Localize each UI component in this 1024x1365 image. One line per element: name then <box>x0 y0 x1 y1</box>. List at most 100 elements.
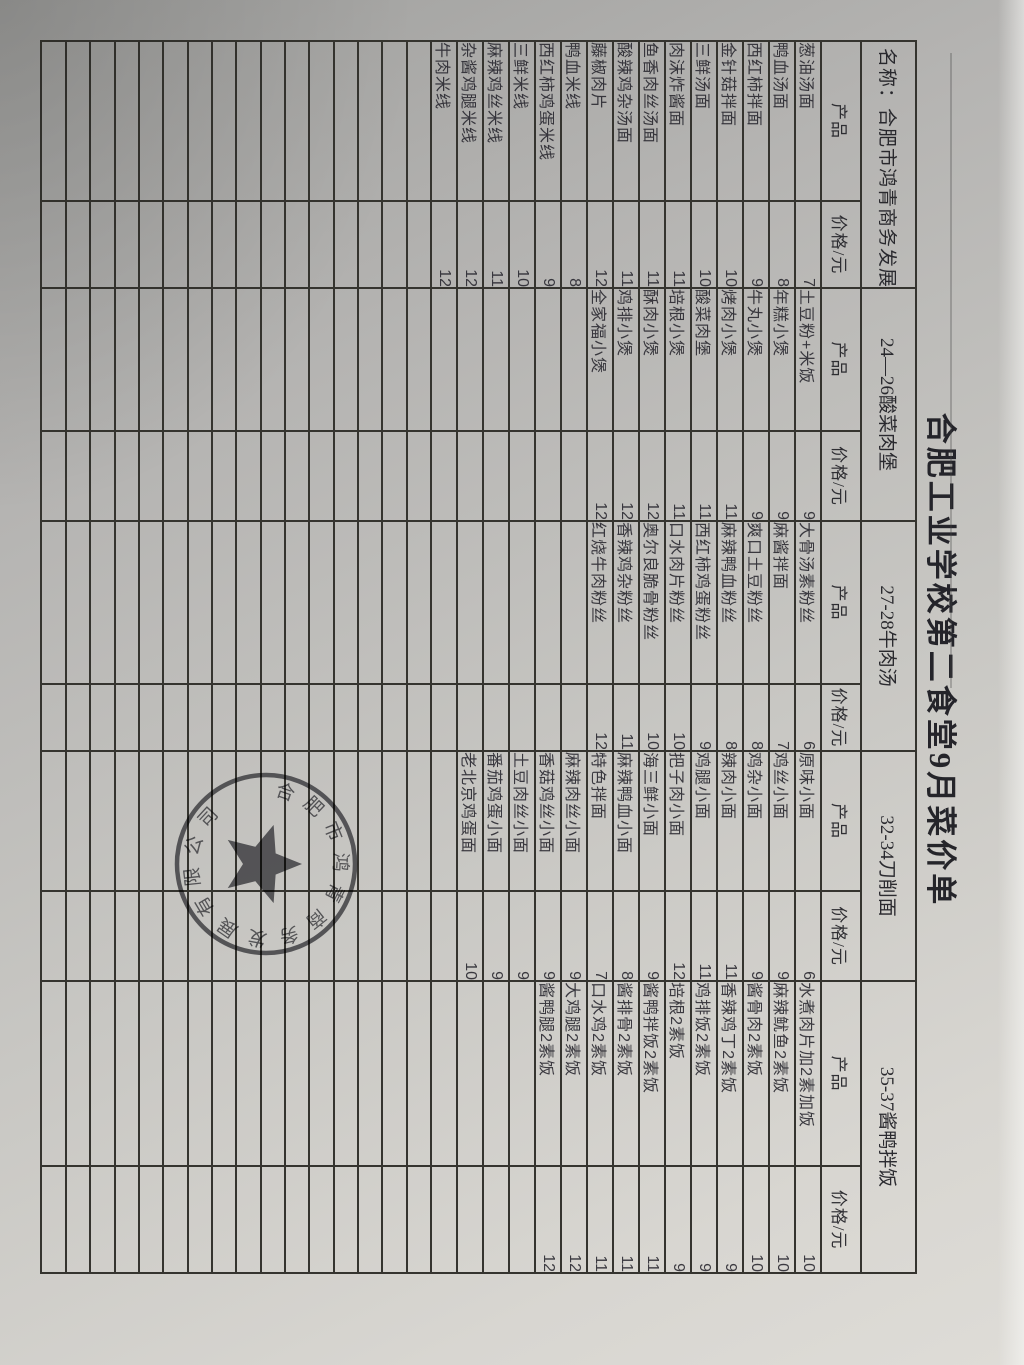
item-price-cell <box>41 684 66 752</box>
item-name-cell <box>535 521 561 685</box>
item-price-cell <box>535 431 561 522</box>
item-name-cell <box>187 981 212 1167</box>
item-price-cell <box>236 684 261 752</box>
item-name-cell <box>509 521 535 685</box>
item-price-cell: 11 <box>613 201 639 289</box>
item-price-cell <box>138 891 164 982</box>
item-name-cell: 酱排骨2素饭 <box>613 981 639 1167</box>
item-name-cell <box>406 41 431 201</box>
item-price-cell: 10 <box>743 1166 769 1274</box>
item-price-cell: 7 <box>587 891 613 982</box>
item-price-cell: 9 <box>483 891 509 982</box>
item-name-cell <box>357 981 383 1167</box>
table-row: 鱼香肉丝汤面 11 酥肉小煲 12 奥尔良脆骨粉丝 10 海三鲜小面 9 酱鸭拌饭2素饭 11 <box>639 41 665 1274</box>
item-price-cell <box>114 431 139 522</box>
item-name-cell <box>90 41 115 201</box>
item-name-cell: 香菇鸡丝小面 <box>535 751 561 892</box>
item-name-cell <box>309 981 334 1167</box>
price-column-header: 价格/元 <box>821 684 861 752</box>
item-name-cell <box>561 288 587 432</box>
item-name-cell <box>65 288 91 432</box>
item-name-cell <box>357 41 383 201</box>
item-name-cell <box>260 981 285 1167</box>
item-name-cell: 原味小面 <box>795 751 821 892</box>
item-name-cell <box>535 288 561 432</box>
item-name-cell: 番茄鸡蛋小面 <box>483 751 509 892</box>
item-name-cell: 西红柿拌面 <box>743 41 769 201</box>
item-name-cell: 鱼香肉丝汤面 <box>639 41 665 201</box>
price-column-header: 价格/元 <box>821 1166 861 1274</box>
item-name-cell: 鸡杂小面 <box>743 751 769 892</box>
item-name-cell <box>333 41 358 201</box>
item-price-cell <box>382 684 407 752</box>
item-price-cell: 12 <box>561 1166 587 1274</box>
item-price-cell <box>561 431 587 522</box>
item-name-cell: 大骨汤素粉丝 <box>795 521 821 685</box>
item-name-cell: 土豆粉+米饭 <box>795 288 821 432</box>
table-row <box>114 41 139 1274</box>
company-name-label: 名称：合肥市鸿青商务发展有限公司 <box>861 41 916 289</box>
item-price-cell <box>561 684 587 752</box>
item-name-cell <box>41 751 66 892</box>
item-price-cell <box>236 431 261 522</box>
table-row <box>382 41 407 1274</box>
item-price-cell: 11 <box>665 431 691 522</box>
item-price-cell <box>357 684 383 752</box>
item-price-cell <box>260 431 285 522</box>
item-price-cell: 8 <box>561 201 587 289</box>
item-name-cell: 麻辣鱿鱼2素饭 <box>769 981 795 1167</box>
item-name-cell <box>260 521 285 685</box>
item-name-cell: 鸡排小煲 <box>613 288 639 432</box>
item-price-cell <box>187 684 212 752</box>
item-name-cell <box>382 41 407 201</box>
item-price-cell <box>357 431 383 522</box>
item-price-cell: 9 <box>743 431 769 522</box>
item-name-cell: 鸡腿小面 <box>691 751 717 892</box>
item-name-cell <box>357 521 383 685</box>
item-price-cell: 11 <box>613 684 639 752</box>
table-row <box>309 41 334 1274</box>
item-name-cell <box>284 521 310 685</box>
item-name-cell <box>382 521 407 685</box>
item-price-cell: 9 <box>639 891 665 982</box>
item-price-cell <box>236 201 261 289</box>
item-price-cell: 12 <box>613 431 639 522</box>
item-name-cell <box>406 288 431 432</box>
item-name-cell <box>406 521 431 685</box>
item-name-cell <box>114 981 139 1167</box>
item-price-cell: 10 <box>691 201 717 289</box>
table-row <box>187 41 212 1274</box>
item-price-cell <box>406 201 431 289</box>
table-row: 藤椒肉片 12 全家福小煲 12 红烧牛肉粉丝 12 特色拌面 7 口水鸡2素饭 11 <box>587 41 613 1274</box>
item-price-cell <box>138 201 164 289</box>
product-column-header: 产品 <box>821 981 861 1167</box>
item-name-cell <box>333 981 358 1167</box>
item-price-cell <box>509 1166 535 1274</box>
section-header-suancai: 24—26酸菜肉堡 <box>861 288 916 522</box>
item-price-cell: 10 <box>769 1166 795 1274</box>
item-price-cell <box>211 201 237 289</box>
item-name-cell: 酱骨肉2素饭 <box>743 981 769 1167</box>
table-row: 麻辣鸡丝米线 11 番茄鸡蛋小面 9 <box>483 41 509 1274</box>
item-name-cell <box>114 751 139 892</box>
item-price-cell: 10 <box>509 201 535 289</box>
item-price-cell <box>483 1166 509 1274</box>
item-price-cell <box>41 431 66 522</box>
item-name-cell: 鸭血米线 <box>561 41 587 201</box>
item-price-cell: 9 <box>795 431 821 522</box>
item-name-cell: 海三鲜小面 <box>639 751 665 892</box>
item-price-cell: 10 <box>457 891 483 982</box>
item-price-cell: 7 <box>769 684 795 752</box>
item-price-cell: 6 <box>795 891 821 982</box>
item-name-cell <box>284 288 310 432</box>
item-price-cell <box>535 684 561 752</box>
item-name-cell <box>138 288 164 432</box>
table-row <box>211 41 237 1274</box>
item-name-cell <box>260 41 285 201</box>
item-name-cell <box>333 521 358 685</box>
item-price-cell <box>90 1166 115 1274</box>
item-price-cell <box>114 684 139 752</box>
item-price-cell <box>309 1166 334 1274</box>
item-name-cell: 麻辣鸡丝米线 <box>483 41 509 201</box>
